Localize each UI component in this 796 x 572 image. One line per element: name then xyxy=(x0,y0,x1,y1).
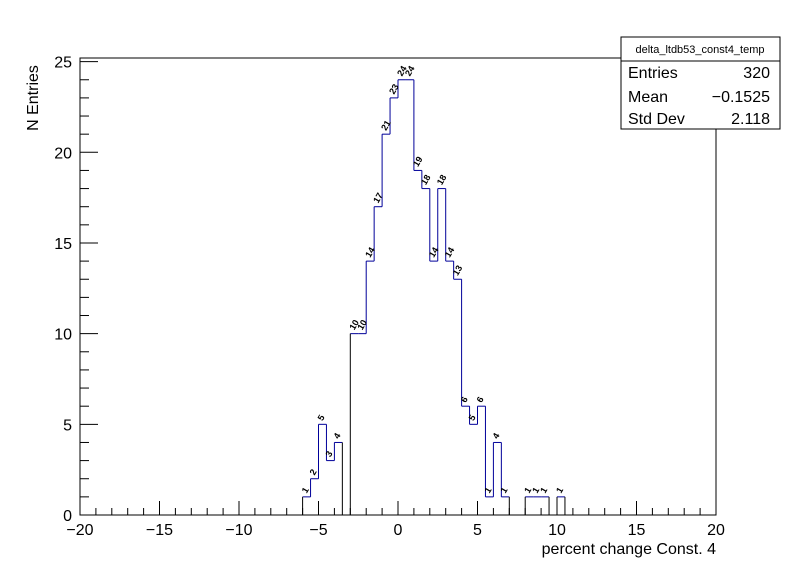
bin-count-label: 14 xyxy=(427,245,441,259)
x-tick-label: 15 xyxy=(628,522,646,539)
bin-count-label: 18 xyxy=(435,173,449,187)
y-tick-label: 0 xyxy=(63,508,72,525)
bin-count-label: 17 xyxy=(371,191,385,205)
bin-count-label: 3 xyxy=(323,449,334,458)
bin-count-label: 1 xyxy=(498,486,509,495)
stats-entries-label: Entries xyxy=(628,65,678,82)
bin-count-label: 21 xyxy=(379,118,393,132)
y-tick-label: 5 xyxy=(63,417,72,434)
stats-box: delta_ltdb53_const4_temp Entries 320 Mea… xyxy=(620,36,781,130)
bin-count-label: 5 xyxy=(316,413,327,422)
bin-count-label: 6 xyxy=(475,395,486,404)
bin-count-label: 13 xyxy=(451,264,465,278)
y-tick-label: 15 xyxy=(54,236,72,253)
x-tick-label: 10 xyxy=(548,522,566,539)
x-tick-label: 0 xyxy=(394,522,403,539)
bin-count-label: 1 xyxy=(554,486,565,495)
bin-count-label: 1 xyxy=(530,486,541,495)
bin-count-label: 10 xyxy=(347,318,361,332)
bin-count-label: 1 xyxy=(538,486,549,495)
bin-count-label: 1 xyxy=(482,486,493,495)
bin-count-label: 18 xyxy=(419,173,433,187)
stats-mean-value: −0.1525 xyxy=(712,89,770,106)
x-tick-label: −15 xyxy=(146,522,173,539)
bin-count-label: 24 xyxy=(403,64,417,78)
y-axis: 0 5 10 15 20 25 xyxy=(54,55,98,525)
y-tick-label: 25 xyxy=(54,55,72,72)
stats-entries-value: 320 xyxy=(743,65,770,82)
x-tick-label: 20 xyxy=(707,522,725,539)
bin-count-label: 2 xyxy=(308,467,319,476)
bin-count-label: 14 xyxy=(363,245,377,259)
bin-count-label: 5 xyxy=(467,413,478,422)
bin-count-label: 24 xyxy=(395,64,409,78)
y-axis-title: N Entries xyxy=(25,65,42,131)
bin-count-label: 6 xyxy=(459,395,470,404)
x-axis-title: percent change Const. 4 xyxy=(542,541,716,558)
stats-stddev-value: 2.118 xyxy=(731,111,770,128)
x-tick-label: −10 xyxy=(225,522,252,539)
x-tick-label: −5 xyxy=(309,522,327,539)
stats-mean-label: Mean xyxy=(628,89,668,106)
y-tick-label: 20 xyxy=(54,145,72,162)
x-tick-label: −20 xyxy=(66,522,93,539)
y-tick-label: 10 xyxy=(54,327,72,344)
histogram-bars xyxy=(302,79,566,515)
stats-box-frame xyxy=(620,36,781,130)
x-tick-label: 5 xyxy=(473,522,482,539)
bin-count-label: 4 xyxy=(490,431,501,440)
bin-count-label: 1 xyxy=(300,486,311,495)
bin-count-label: 10 xyxy=(355,318,369,332)
bin-count-label: 4 xyxy=(331,431,342,440)
stats-box-title: delta_ltdb53_const4_temp xyxy=(635,44,764,56)
x-axis: −20 −15 −10 −5 0 5 10 15 20 xyxy=(66,501,725,539)
bin-count-label: 14 xyxy=(443,245,457,259)
bin-count-label: 23 xyxy=(387,82,401,96)
bin-count-label: 19 xyxy=(411,155,425,169)
bin-count-label: 1 xyxy=(522,486,533,495)
stats-stddev-label: Std Dev xyxy=(628,111,685,128)
